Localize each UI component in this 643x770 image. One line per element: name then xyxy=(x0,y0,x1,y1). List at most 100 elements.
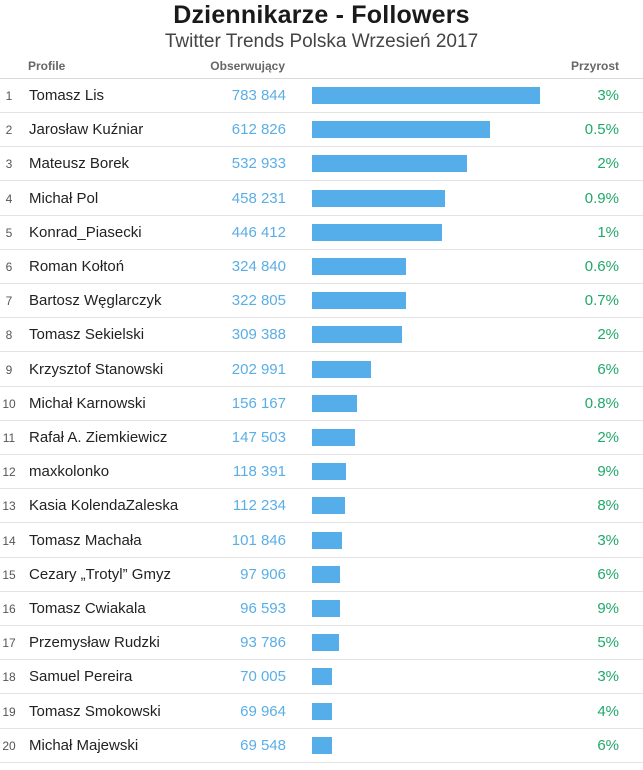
row-followers-value: 458 231 xyxy=(231,189,286,207)
row-rank: 20 xyxy=(2,738,16,753)
row-followers-value: 69 964 xyxy=(240,702,286,720)
row-growth-value: 0.7% xyxy=(584,292,619,310)
bar-mark xyxy=(312,189,445,207)
bar-mark xyxy=(312,668,332,686)
row-followers-value: 322 805 xyxy=(231,292,286,310)
row-rank: 12 xyxy=(2,465,16,480)
row-growth-value: 0.6% xyxy=(584,258,619,275)
row-profile-name: Krzysztof Stanowski xyxy=(29,360,164,378)
row-growth-value: 0.9% xyxy=(584,189,619,207)
row-profile-name: Kasia KolendaZaleska xyxy=(29,497,179,515)
row-rank: 4 xyxy=(5,191,13,206)
row-profile-name: Michał Majewski xyxy=(29,736,139,754)
row-rank: 5 xyxy=(5,225,13,240)
bar-mark xyxy=(312,326,402,344)
row-growth-value: 9% xyxy=(597,600,619,617)
row-rank: 18 xyxy=(2,670,16,685)
table-row: 4 Michał Pol 458 231 0.9% xyxy=(0,182,643,216)
row-profile-name: Jarosław Kuźniar xyxy=(29,121,144,139)
row-rank: 17 xyxy=(2,636,16,651)
row-profile-name: Tomasz Lis xyxy=(29,87,105,104)
row-rank: 13 xyxy=(2,499,16,514)
table-row: 14 Tomasz Machała 101 846 3% xyxy=(0,524,643,558)
row-profile-name: Cezary „Trotyl” Gmyz xyxy=(29,565,171,583)
table-row: 11 Rafał A. Ziemkiewicz 147 503 2% xyxy=(0,421,643,455)
row-profile-name: Tomasz Smokowski xyxy=(29,702,161,720)
table-row: 17 Przemysław Rudzki 93 786 5% xyxy=(0,626,643,661)
row-rank: 10 xyxy=(2,396,16,411)
row-growth-value: 3% xyxy=(597,87,619,104)
table-row: 1 Tomasz Lis 783 844 3% xyxy=(0,79,643,113)
table-row: 12 maxkolonko 118 391 9% xyxy=(0,455,643,490)
row-growth-value: 6% xyxy=(597,360,619,378)
row-profile-name: Tomasz Cwiakala xyxy=(29,600,146,617)
row-growth-value: 0.8% xyxy=(584,394,619,412)
row-rank: 6 xyxy=(5,260,13,274)
chart-title: Dziennikarze - Followers xyxy=(173,1,470,29)
header-divider xyxy=(0,78,643,79)
row-growth-value: 2% xyxy=(597,155,619,173)
bar-mark xyxy=(312,634,339,652)
table-row: 7 Bartosz Węglarczyk 322 805 0.7% xyxy=(0,284,643,319)
bar-mark xyxy=(312,223,442,241)
bar-mark xyxy=(312,531,342,549)
row-profile-name: Michał Karnowski xyxy=(29,394,146,412)
row-profile-name: Michał Pol xyxy=(29,189,99,207)
row-followers-value: 309 388 xyxy=(231,326,286,344)
bar-mark xyxy=(312,394,357,412)
row-rank: 3 xyxy=(5,157,13,172)
row-profile-name: Tomasz Sekielski xyxy=(29,326,145,344)
table-row: 9 Krzysztof Stanowski 202 991 6% xyxy=(0,353,643,387)
bar-mark xyxy=(312,600,340,617)
column-header-growth: Przyrost xyxy=(570,59,619,73)
row-profile-name: maxkolonko xyxy=(29,463,110,481)
row-followers-value: 96 593 xyxy=(240,600,286,617)
row-followers-value: 202 991 xyxy=(231,360,286,378)
row-followers-value: 93 786 xyxy=(240,634,286,652)
row-profile-name: Przemysław Rudzki xyxy=(29,634,160,652)
row-rank: 7 xyxy=(5,294,13,309)
table-row: 18 Samuel Pereira 70 005 3% xyxy=(0,660,643,695)
row-growth-value: 9% xyxy=(597,463,619,481)
row-followers-value: 446 412 xyxy=(231,223,286,241)
row-followers-value: 532 933 xyxy=(231,155,286,173)
bar-mark xyxy=(312,736,332,754)
bar-mark xyxy=(312,258,406,275)
bar-mark xyxy=(312,463,346,481)
row-followers-value: 612 826 xyxy=(231,121,286,139)
row-followers-value: 101 846 xyxy=(231,531,286,549)
table-row: 8 Tomasz Sekielski 309 388 2% xyxy=(0,318,643,353)
table-row: 13 Kasia KolendaZaleska 112 234 8% xyxy=(0,489,643,524)
row-growth-value: 5% xyxy=(597,634,619,652)
row-followers-value: 97 906 xyxy=(240,565,286,583)
table-row: 6 Roman Kołtoń 324 840 0.6% xyxy=(0,250,643,284)
chart-subtitle: Twitter Trends Polska Wrzesień 2017 xyxy=(164,31,479,52)
row-followers-value: 70 005 xyxy=(240,668,286,686)
row-growth-value: 6% xyxy=(597,565,619,583)
row-growth-value: 3% xyxy=(597,531,619,549)
row-followers-value: 156 167 xyxy=(231,394,286,412)
table-row: 20 Michał Majewski 69 548 6% xyxy=(0,729,643,763)
row-profile-name: Mateusz Borek xyxy=(29,155,130,173)
bar-mark xyxy=(312,429,355,446)
row-growth-value: 4% xyxy=(597,702,619,720)
table-row: 15 Cezary „Trotyl” Gmyz 97 906 6% xyxy=(0,558,643,592)
bar-mark xyxy=(312,87,540,104)
row-rank: 14 xyxy=(2,533,16,548)
column-header-profile: Profile xyxy=(28,59,66,73)
row-profile-name: Roman Kołtoń xyxy=(29,258,125,275)
row-growth-value: 2% xyxy=(597,429,619,446)
row-growth-value: 1% xyxy=(597,223,619,241)
bar-mark xyxy=(312,155,467,173)
table-row: 2 Jarosław Kuźniar 612 826 0.5% xyxy=(0,113,643,148)
table-row: 3 Mateusz Borek 532 933 2% xyxy=(0,147,643,182)
row-rank: 16 xyxy=(2,602,16,616)
row-growth-value: 6% xyxy=(597,736,619,754)
bar-mark xyxy=(312,565,340,583)
row-rank: 19 xyxy=(2,704,16,719)
row-rank: 11 xyxy=(2,431,16,445)
row-profile-name: Rafał A. Ziemkiewicz xyxy=(29,429,168,446)
row-growth-value: 3% xyxy=(597,668,619,686)
row-rank: 2 xyxy=(5,123,13,138)
row-followers-value: 147 503 xyxy=(231,429,286,446)
